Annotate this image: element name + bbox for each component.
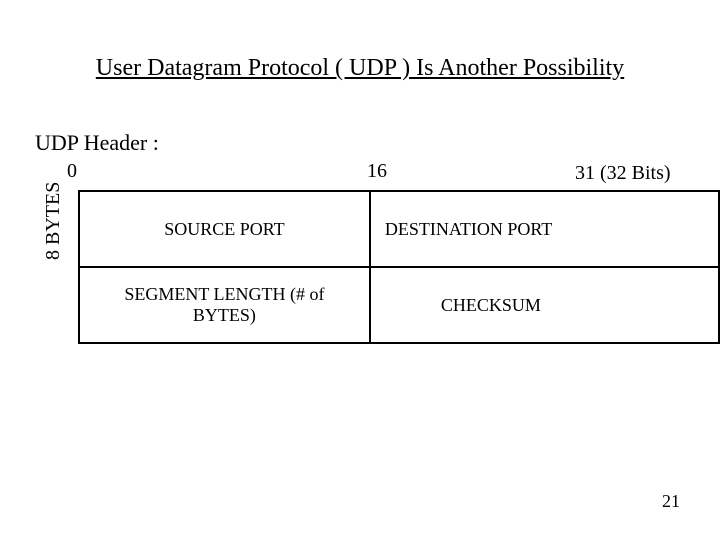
udp-header-table: SOURCE PORT DESTINATION PORT SEGMENT LEN… — [78, 190, 720, 344]
bit-offset-31: 31 (32 Bits) — [575, 162, 671, 185]
cell-checksum: CHECKSUM — [370, 267, 719, 343]
table-row: SEGMENT LENGTH (# of BYTES) CHECKSUM — [79, 267, 719, 343]
page-number: 21 — [662, 491, 680, 512]
page-title: User Datagram Protocol ( UDP ) Is Anothe… — [0, 55, 720, 82]
cell-segment-length: SEGMENT LENGTH (# of BYTES) — [79, 267, 370, 343]
cell-source-port: SOURCE PORT — [79, 191, 370, 267]
bit-offset-0: 0 — [67, 160, 77, 183]
cell-destination-port: DESTINATION PORT — [370, 191, 719, 267]
bit-offset-16: 16 — [367, 160, 387, 183]
table-row: SOURCE PORT DESTINATION PORT — [79, 191, 719, 267]
slide: User Datagram Protocol ( UDP ) Is Anothe… — [0, 0, 720, 540]
section-label: UDP Header : — [35, 130, 159, 156]
vertical-size-label: 8 BYTES — [42, 182, 65, 260]
